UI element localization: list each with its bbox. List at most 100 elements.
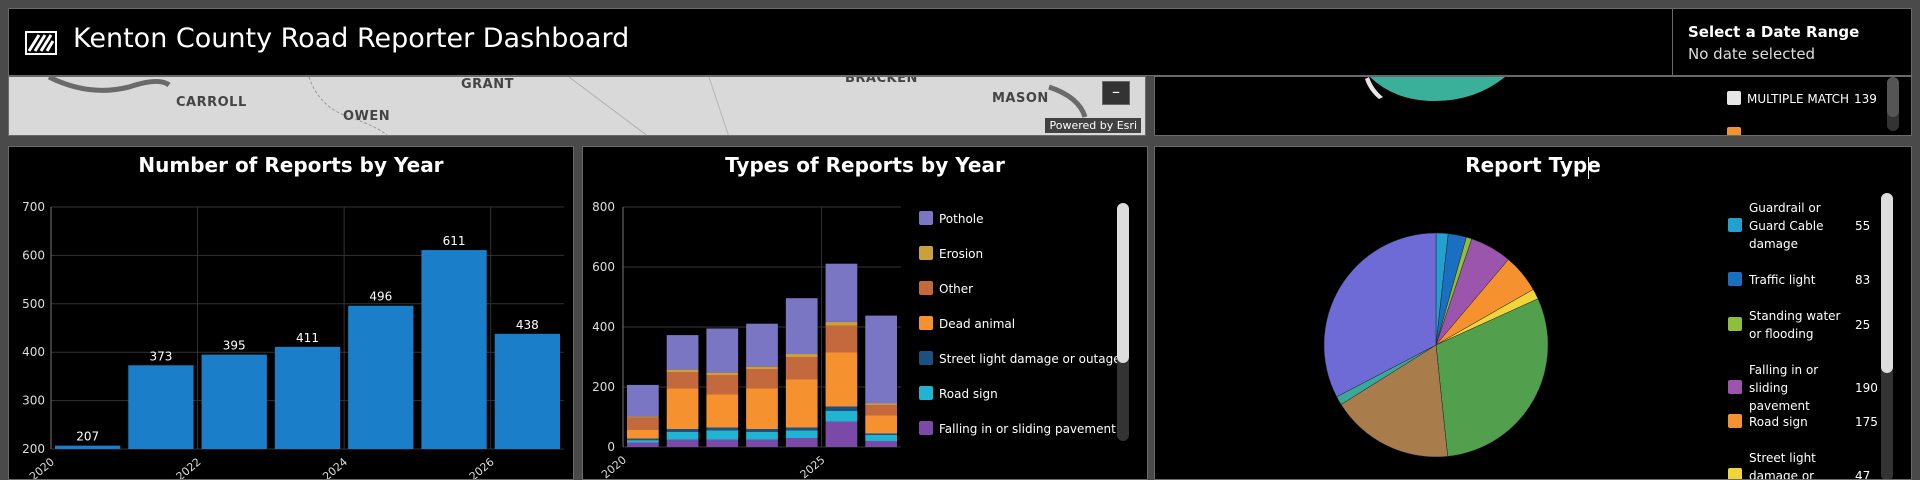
stacked-bar-segment — [627, 442, 659, 447]
stacked-bar-segment — [785, 427, 818, 431]
legend-value: 83 — [1855, 273, 1870, 287]
report-type-panel: Report Type Guardrail or Guard Cable damag… — [1154, 146, 1912, 480]
scrollbar-thumb[interactable] — [1881, 193, 1893, 373]
legend-label: Erosion — [939, 247, 983, 261]
legend-scrollbar[interactable] — [1881, 193, 1893, 479]
chart-title: Report Type — [1465, 153, 1601, 177]
legend-label: pavement — [1749, 399, 1810, 413]
legend-swatch — [1728, 380, 1742, 394]
date-range-label[interactable]: Select a Date Range — [1688, 23, 1860, 41]
stacked-bar-segment — [785, 354, 818, 357]
stacked-bar-segment — [865, 415, 897, 434]
map-view[interactable]: CARROLL GRANT OWEN BRACKEN MASON – Power… — [8, 76, 1146, 136]
y-tick-label: 800 — [592, 200, 615, 214]
legend-value: 190 — [1855, 381, 1878, 395]
reports-by-year-chart: 200 300 400 500 600 700 2020 2022 2024 2026 207 373… — [22, 200, 564, 480]
x-tick-label: 2022 — [174, 455, 204, 480]
legend-swatch — [919, 211, 933, 225]
stacked-bar-segment — [825, 321, 858, 326]
zoom-out-button[interactable]: – — [1102, 81, 1130, 105]
app-title: Kenton County Road Reporter Dashboard — [73, 23, 630, 54]
stacked-bar-segment — [706, 427, 739, 431]
stacked-bar-segment — [627, 440, 659, 443]
stacked-bar-segment — [666, 432, 699, 440]
legend-label: Street light damage or outage — [939, 352, 1121, 366]
bar — [128, 365, 194, 449]
date-range-value[interactable]: No date selected — [1688, 45, 1816, 63]
legend-label: Dead animal — [939, 317, 1015, 331]
y-tick-label: 700 — [22, 200, 45, 214]
top-right-chart-panel: MULTIPLE MATCH 139 — [1154, 76, 1912, 136]
bar — [494, 333, 560, 449]
legend-value: 139 — [1854, 92, 1877, 106]
legend-swatch — [1728, 317, 1742, 331]
stacked-bar-segment — [825, 406, 858, 411]
bar — [201, 354, 267, 449]
stacked-bar-segment — [785, 298, 818, 354]
legend-swatch — [1728, 468, 1742, 479]
pie-slice — [1323, 232, 1437, 398]
top-pie-remnant — [1365, 77, 1505, 101]
esri-attribution: Powered by Esri — [1045, 118, 1141, 133]
y-tick-label: 300 — [22, 394, 45, 408]
bar-value-label: 395 — [223, 339, 246, 353]
types-by-year-panel: Types of Reports by Year 0 200 400 600 800 20… — [582, 146, 1148, 480]
bar — [55, 445, 121, 449]
stacked-bar-segment — [865, 315, 897, 404]
legend-swatch — [919, 351, 933, 365]
legend-label: Traffic light — [1748, 273, 1816, 287]
map-label-mason: MASON — [992, 91, 1049, 106]
chart-title: Types of Reports by Year — [725, 153, 1005, 177]
legend-label: Pothole — [939, 212, 984, 226]
stacked-bar-segment — [706, 430, 739, 440]
x-tick-label: 2026 — [467, 455, 497, 480]
stacked-bar-segment — [627, 416, 659, 418]
legend-swatch — [919, 386, 933, 400]
reports-by-year-panel: Number of Reports by Year 200 300 400 500 60… — [8, 146, 574, 480]
stacked-bar-segment — [746, 439, 778, 447]
y-tick-label: 0 — [607, 440, 615, 454]
types-by-year-chart: 0 200 400 600 800 2020 2025 Pothole Erosion Other… — [592, 200, 1121, 479]
stacked-bar-segment — [706, 439, 739, 447]
app-header: Kenton County Road Reporter Dashboard Se… — [8, 8, 1912, 76]
stacked-bar-segment — [785, 430, 818, 438]
y-tick-label: 400 — [592, 320, 615, 334]
stacked-bar-segment — [825, 325, 858, 353]
legend-scrollbar[interactable] — [1117, 203, 1129, 441]
stacked-bar-segment — [785, 357, 818, 380]
bar-value-label: 411 — [296, 331, 319, 345]
x-tick-label: 2020 — [27, 455, 57, 480]
stacked-bar-segment — [865, 405, 897, 416]
pie-slice — [1435, 298, 1549, 457]
legend-swatch — [1727, 127, 1741, 135]
stacked-bar-segment — [785, 438, 818, 447]
legend-label: Guard Cable — [1749, 219, 1823, 233]
bar — [348, 305, 414, 449]
legend-label: damage or — [1749, 469, 1814, 480]
stacked-bar-segment — [627, 417, 659, 430]
legend-value: 55 — [1855, 219, 1870, 233]
stacked-bar-segment — [706, 372, 739, 375]
legend-swatch — [1728, 218, 1742, 232]
legend-label: sliding — [1749, 381, 1788, 395]
legend-swatch — [1728, 272, 1742, 286]
legend-value: 47 — [1855, 469, 1870, 480]
legend-scrollbar[interactable] — [1887, 77, 1899, 131]
legend-label: Road sign — [939, 387, 998, 401]
stacked-bar-segment — [746, 429, 778, 432]
stacked-bar-segment — [706, 375, 739, 395]
bar-value-label: 611 — [443, 234, 466, 248]
legend-swatch — [919, 281, 933, 295]
x-tick-label: 2024 — [320, 455, 350, 480]
scrollbar-thumb[interactable] — [1887, 77, 1899, 117]
scrollbar-thumb[interactable] — [1117, 203, 1129, 363]
legend-label: Street light — [1749, 451, 1816, 465]
map-label-bracken: BRACKEN — [845, 76, 918, 86]
pie-slice — [1340, 344, 1448, 458]
stacked-bar-segment — [666, 429, 699, 432]
bar-value-label: 438 — [516, 318, 539, 332]
y-tick-label: 400 — [22, 345, 45, 359]
stacked-bar-segment — [785, 379, 818, 428]
legend-swatch — [919, 421, 933, 435]
stacked-bar-segment — [746, 369, 778, 389]
